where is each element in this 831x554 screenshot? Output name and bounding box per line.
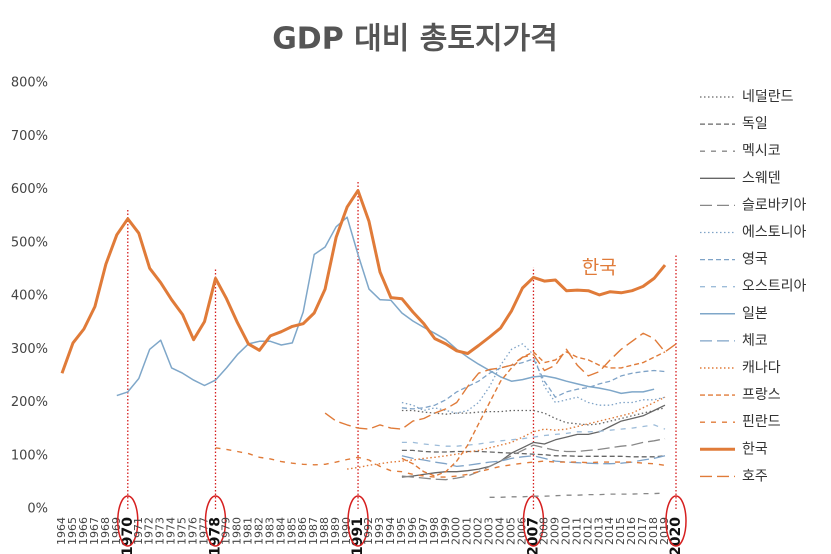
x-tick-label: 1968	[99, 517, 112, 545]
x-tick-label: 1969	[110, 517, 123, 545]
x-tick-label: 1985	[285, 517, 298, 545]
x-tick-label: 2020	[668, 517, 684, 554]
x-tick-label: 1972	[143, 517, 156, 545]
x-tick-label: 2010	[559, 517, 572, 545]
x-tick-label: 1965	[66, 517, 79, 545]
legend-label: 호주	[742, 468, 768, 484]
series-line	[489, 492, 666, 498]
x-tick-label: 2004	[494, 517, 507, 545]
y-tick-label: 600%	[11, 182, 48, 197]
x-tick-label: 1981	[241, 517, 254, 545]
legend-label: 캐나다	[742, 360, 781, 376]
x-tick-label: 2017	[636, 517, 649, 545]
x-tick-label: 2018	[647, 517, 660, 545]
series-line	[324, 332, 677, 430]
x-tick-label: 2013	[592, 517, 605, 545]
x-tick-label: 1982	[252, 517, 265, 545]
y-tick-label: 400%	[11, 289, 48, 304]
x-tick-label: 2000	[450, 517, 463, 545]
x-tick-label: 2001	[461, 517, 474, 545]
x-tick-label: 1995	[395, 517, 408, 545]
x-tick-label: 1967	[88, 517, 101, 545]
x-tick-label: 1984	[274, 517, 287, 545]
x-tick-label: 2003	[483, 517, 496, 545]
x-tick-label: 2006	[516, 517, 529, 545]
x-tick-label: 1983	[263, 517, 276, 545]
series-line	[401, 407, 666, 426]
legend-label: 슬로바키아	[742, 197, 807, 213]
annotation: 한국	[582, 256, 617, 278]
series-line	[401, 455, 666, 468]
x-tick-label: 2011	[570, 517, 583, 545]
x-tick-label: 1993	[373, 517, 386, 545]
legend-label: 핀란드	[742, 414, 781, 430]
legend-label: 영국	[742, 252, 768, 268]
x-tick-label: 1979	[219, 517, 232, 545]
x-tick-label: 1975	[176, 517, 189, 545]
x-tick-label: 2005	[505, 517, 518, 545]
x-tick-label: 1999	[439, 517, 452, 545]
series-line	[346, 396, 666, 470]
x-tick-label: 1996	[406, 517, 419, 545]
legend-label: 스웨덴	[742, 170, 781, 186]
x-tick-label: 1976	[187, 517, 200, 545]
series-line	[401, 438, 666, 481]
x-tick-label: 1971	[132, 517, 145, 545]
legend-label: 네덜란드	[742, 89, 794, 105]
series-line	[401, 351, 666, 477]
x-tick-label: 2019	[658, 517, 671, 545]
series-line	[401, 449, 666, 458]
legend-label: 독일	[742, 116, 768, 132]
x-tick-label: 1973	[154, 517, 167, 545]
highlight-circle	[204, 495, 227, 547]
highlight-circle	[665, 495, 687, 547]
x-tick-label: 1966	[77, 517, 90, 545]
highlight-circle	[522, 495, 545, 547]
y-tick-label: 200%	[11, 395, 48, 410]
x-tick-label: 1986	[296, 517, 309, 545]
x-tick-label: 1964	[55, 517, 68, 545]
y-tick-label: 500%	[11, 235, 48, 250]
x-tick-label: 1980	[230, 517, 243, 545]
x-tick-label: 1997	[417, 517, 430, 545]
series-line	[60, 189, 667, 374]
y-tick-label: 100%	[11, 448, 48, 463]
legend-label: 오스트리아	[742, 279, 807, 295]
chart-title: GDP 대비 총토지가격	[272, 22, 558, 57]
x-tick-label: 2008	[537, 517, 550, 545]
x-tick-label: 1974	[165, 517, 178, 545]
x-tick-label: 1992	[362, 517, 375, 545]
x-tick-label: 1988	[318, 517, 331, 545]
y-tick-label: 300%	[11, 342, 48, 357]
highlight-circle	[117, 495, 139, 547]
x-tick-label: 1994	[384, 517, 397, 545]
x-tick-label: 1977	[198, 517, 211, 545]
x-tick-label: 1989	[329, 517, 342, 545]
legend-label: 일본	[742, 306, 768, 322]
x-tick-label: 1987	[307, 517, 320, 545]
series-line	[401, 358, 666, 410]
series-line	[116, 216, 655, 397]
x-tick-label: 2014	[603, 517, 616, 545]
x-tick-label: 1998	[428, 517, 441, 545]
y-tick-label: 700%	[11, 129, 48, 144]
y-tick-label: 0%	[27, 502, 48, 517]
series-line	[401, 424, 666, 447]
x-tick-label: 2012	[581, 517, 594, 545]
x-tick-label: 1990	[340, 517, 353, 545]
legend-label: 한국	[742, 441, 768, 457]
x-tick-label: 2002	[472, 517, 485, 545]
legend-label: 에스토니아	[742, 225, 807, 241]
x-tick-label: 2016	[625, 517, 638, 545]
x-tick-label: 2015	[614, 517, 627, 545]
x-tick-label: 2009	[548, 517, 561, 545]
highlight-circle	[347, 495, 369, 547]
y-tick-label: 800%	[11, 76, 48, 91]
legend-label: 멕시코	[742, 143, 781, 159]
legend-label: 체코	[742, 333, 768, 349]
legend-label: 프랑스	[742, 387, 781, 403]
